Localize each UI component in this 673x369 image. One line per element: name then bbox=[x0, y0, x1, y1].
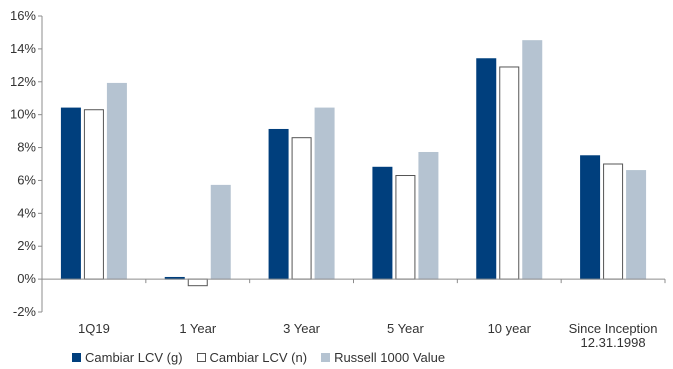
bar-1 bbox=[372, 166, 393, 280]
bar-3 bbox=[106, 82, 127, 280]
legend-swatch bbox=[196, 352, 206, 362]
bar-1 bbox=[580, 155, 601, 280]
bar-3 bbox=[418, 151, 439, 280]
y-tick-label: 0% bbox=[17, 271, 36, 286]
bar-3 bbox=[314, 107, 335, 280]
y-tick-label: -2% bbox=[13, 304, 37, 319]
legend-swatch bbox=[321, 352, 331, 362]
chart-legend: Cambiar LCV (g) Cambiar LCV (n) Russell 10… bbox=[72, 348, 459, 366]
bar-2 bbox=[603, 163, 624, 280]
bar-1 bbox=[268, 128, 289, 280]
x-category-label: 1Q19 bbox=[78, 321, 110, 336]
legend-label: Cambiar LCV (n) bbox=[209, 349, 308, 365]
legend-item: Russell 1000 Value bbox=[321, 350, 445, 365]
y-tick-label: 16% bbox=[10, 8, 36, 23]
bar-2 bbox=[83, 109, 104, 280]
legend-item: Cambiar LCV (n) bbox=[196, 349, 308, 365]
bar-2 bbox=[395, 175, 416, 280]
y-tick-label: 2% bbox=[17, 238, 36, 253]
legend-swatch bbox=[72, 352, 81, 362]
x-category-label: 10 year bbox=[488, 321, 532, 336]
y-tick-label: 12% bbox=[10, 74, 36, 89]
y-tick-label: 8% bbox=[17, 140, 36, 155]
bar-3 bbox=[522, 40, 543, 280]
legend-label: Russell 1000 Value bbox=[334, 349, 446, 365]
bar-2 bbox=[499, 66, 520, 280]
legend-item: Cambiar LCV (g) bbox=[72, 350, 183, 365]
y-tick-label: 10% bbox=[10, 107, 36, 122]
x-category-label: 1 Year bbox=[179, 321, 217, 336]
bar-1 bbox=[60, 107, 81, 280]
bar-2 bbox=[187, 278, 208, 287]
x-category-label: Since Inception 12.31.1998 bbox=[569, 321, 658, 350]
legend-label: Cambiar LCV (g) bbox=[85, 349, 183, 365]
y-tick-label: 4% bbox=[17, 205, 36, 220]
bar-3 bbox=[626, 170, 647, 280]
bar-1 bbox=[476, 58, 497, 280]
bar-3 bbox=[210, 184, 231, 280]
x-category-label: 3 Year bbox=[283, 321, 321, 336]
x-category-label: 5 Year bbox=[387, 321, 425, 336]
bar-2 bbox=[291, 137, 312, 280]
y-tick-label: 6% bbox=[17, 172, 36, 187]
y-tick-label: 14% bbox=[10, 41, 36, 56]
